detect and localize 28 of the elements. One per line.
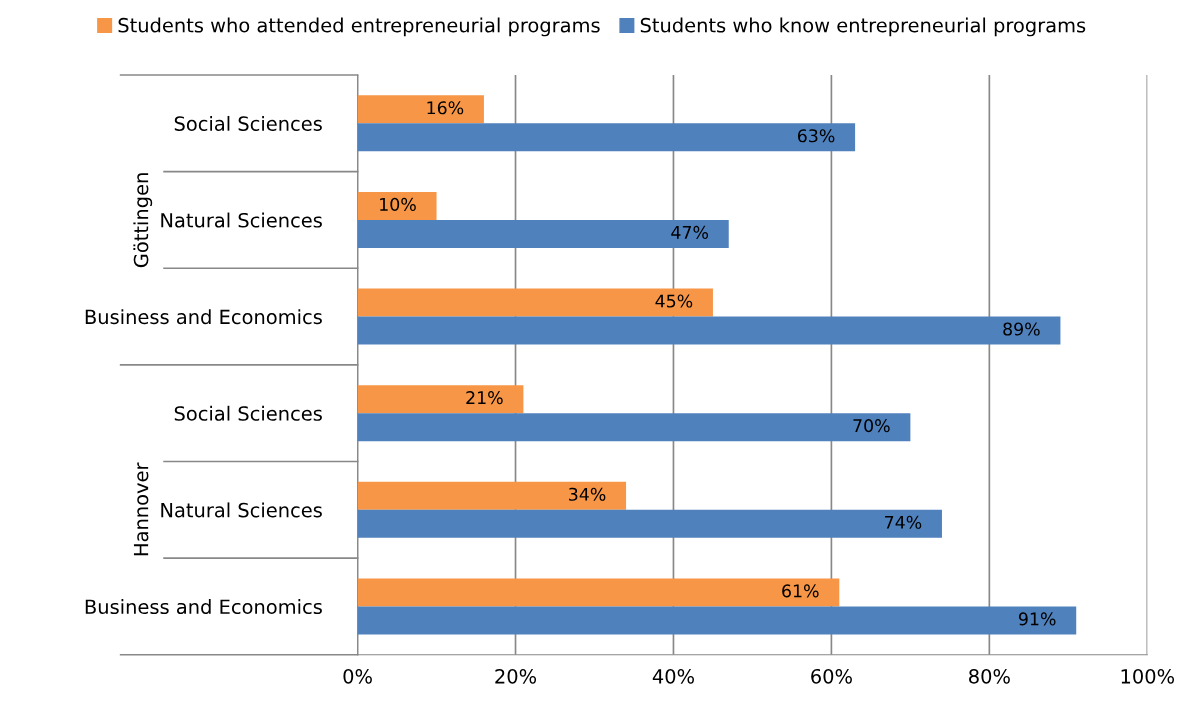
y-tick-label: Social Sciences xyxy=(174,405,322,421)
data-label: 89% xyxy=(1003,322,1040,336)
data-label: 70% xyxy=(853,419,890,433)
x-tick-label: 20% xyxy=(495,668,537,684)
x-tick-label: 100% xyxy=(1121,668,1175,684)
data-label: 21% xyxy=(466,391,503,405)
text: Hannover xyxy=(133,462,149,556)
x-tick-label: 40% xyxy=(652,668,694,684)
data-label: 61% xyxy=(782,584,819,598)
data-label: 45% xyxy=(655,294,693,308)
y-tick-label: Business and Economics xyxy=(85,599,322,615)
y-tick-label: Natural Sciences xyxy=(161,212,322,228)
legend-label: Students who know entrepreneurial programs xyxy=(640,17,1086,37)
data-label: 74% xyxy=(885,515,922,529)
data-label: 63% xyxy=(797,129,835,143)
text: Göttingen xyxy=(133,173,153,268)
x-tick-label: 0% xyxy=(343,668,372,684)
data-label: 10% xyxy=(380,197,416,211)
y-tick-label: Business and Economics xyxy=(85,309,322,325)
x-tick-label: 60% xyxy=(811,668,852,684)
y-tick-label: Social Sciences xyxy=(174,115,322,131)
y-tick-label: Natural Sciences xyxy=(161,502,322,518)
x-tick-label: 80% xyxy=(969,668,1010,684)
legend-label: Students who attended entrepreneurial programs xyxy=(118,17,600,37)
data-label: 34% xyxy=(569,487,606,501)
data-label: 16% xyxy=(427,101,464,115)
data-label: 47% xyxy=(671,225,709,239)
data-label: 91% xyxy=(1018,612,1056,626)
